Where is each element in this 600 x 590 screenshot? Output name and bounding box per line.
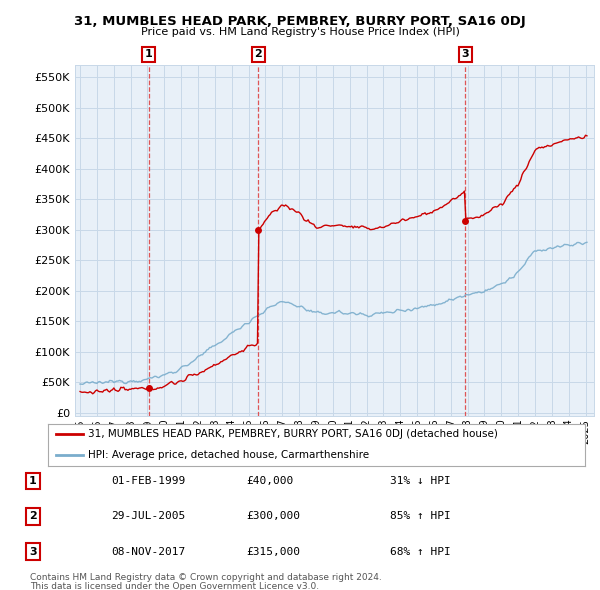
Text: 29-JUL-2005: 29-JUL-2005 xyxy=(111,512,185,521)
Text: 2: 2 xyxy=(254,50,262,60)
Text: 2: 2 xyxy=(29,512,37,521)
Text: 68% ↑ HPI: 68% ↑ HPI xyxy=(390,547,451,556)
Text: £300,000: £300,000 xyxy=(246,512,300,521)
Text: 1: 1 xyxy=(29,476,37,486)
Text: 85% ↑ HPI: 85% ↑ HPI xyxy=(390,512,451,521)
Text: This data is licensed under the Open Government Licence v3.0.: This data is licensed under the Open Gov… xyxy=(30,582,319,590)
Text: 08-NOV-2017: 08-NOV-2017 xyxy=(111,547,185,556)
Text: HPI: Average price, detached house, Carmarthenshire: HPI: Average price, detached house, Carm… xyxy=(88,451,370,460)
Text: £315,000: £315,000 xyxy=(246,547,300,556)
Text: Contains HM Land Registry data © Crown copyright and database right 2024.: Contains HM Land Registry data © Crown c… xyxy=(30,573,382,582)
Text: Price paid vs. HM Land Registry's House Price Index (HPI): Price paid vs. HM Land Registry's House … xyxy=(140,27,460,37)
Text: £40,000: £40,000 xyxy=(246,476,293,486)
Text: 01-FEB-1999: 01-FEB-1999 xyxy=(111,476,185,486)
Text: 31, MUMBLES HEAD PARK, PEMBREY, BURRY PORT, SA16 0DJ (detached house): 31, MUMBLES HEAD PARK, PEMBREY, BURRY PO… xyxy=(88,430,498,439)
Text: 31, MUMBLES HEAD PARK, PEMBREY, BURRY PORT, SA16 0DJ: 31, MUMBLES HEAD PARK, PEMBREY, BURRY PO… xyxy=(74,15,526,28)
Text: 1: 1 xyxy=(145,50,152,60)
Text: 3: 3 xyxy=(29,547,37,556)
Text: 3: 3 xyxy=(461,50,469,60)
Text: 31% ↓ HPI: 31% ↓ HPI xyxy=(390,476,451,486)
